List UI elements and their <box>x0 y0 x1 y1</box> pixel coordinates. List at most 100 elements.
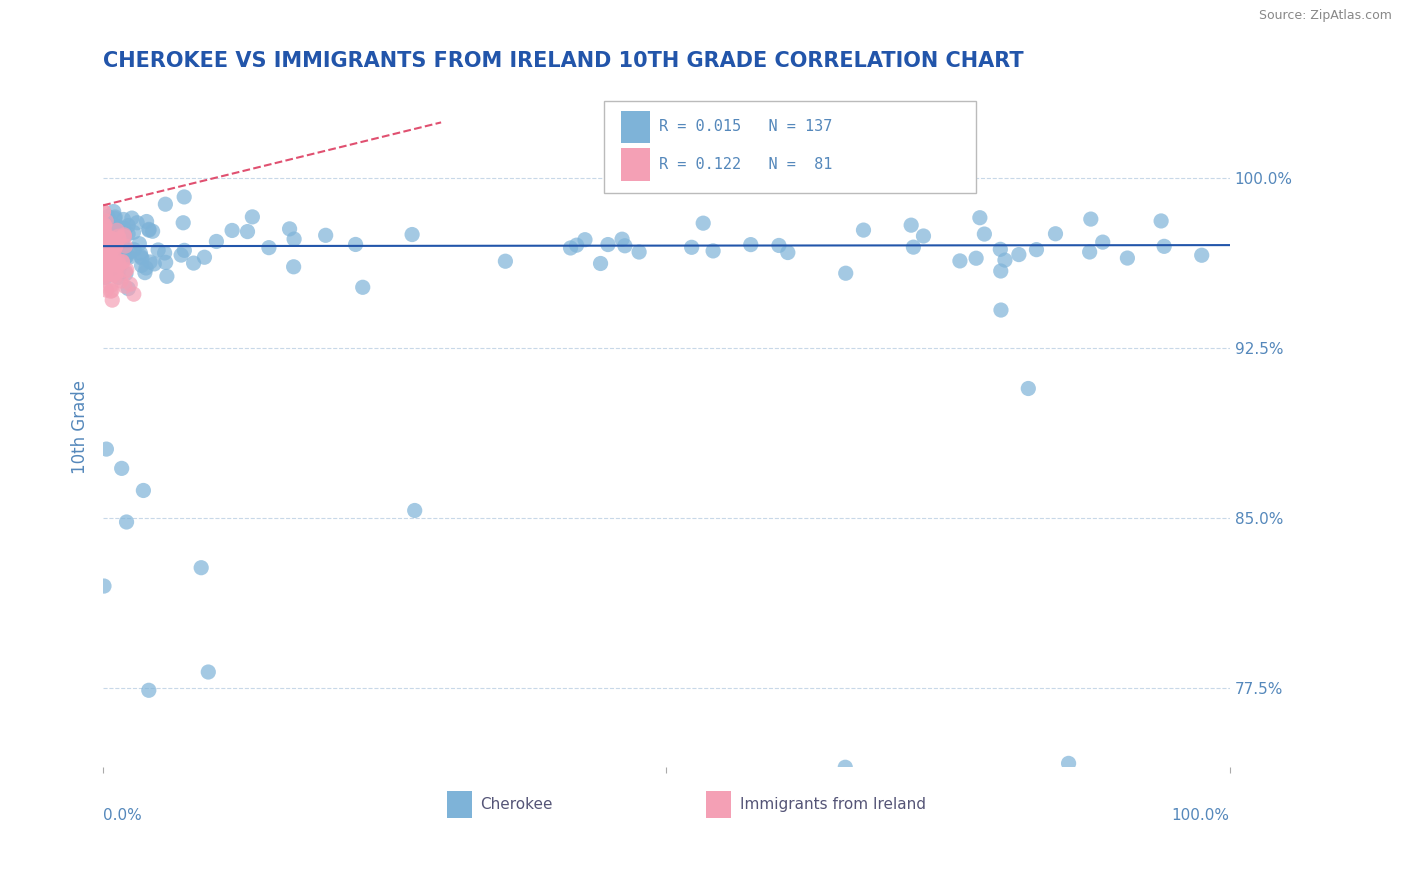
Point <box>101 256 124 270</box>
Point <box>93 241 115 255</box>
Point <box>129 246 152 260</box>
Point <box>183 256 205 270</box>
Point <box>104 211 127 226</box>
Point <box>131 259 153 273</box>
Point <box>835 266 858 280</box>
Point <box>105 238 128 252</box>
Point <box>104 227 127 241</box>
Point <box>112 221 135 235</box>
Point <box>100 278 122 293</box>
Point <box>97 244 120 258</box>
FancyBboxPatch shape <box>706 791 731 818</box>
Point <box>768 238 790 252</box>
Point <box>107 270 129 285</box>
FancyBboxPatch shape <box>447 791 471 818</box>
Point <box>120 277 142 292</box>
Point <box>96 260 118 274</box>
Point <box>994 253 1017 268</box>
Point <box>142 224 165 238</box>
Point <box>969 211 991 225</box>
Point <box>681 240 703 254</box>
Text: Immigrants from Ireland: Immigrants from Ireland <box>740 797 925 812</box>
Point <box>93 241 115 255</box>
Point <box>94 230 117 244</box>
Point <box>112 212 135 227</box>
Point <box>98 252 121 266</box>
Point <box>117 282 139 296</box>
Point <box>401 227 423 242</box>
Point <box>111 255 134 269</box>
Point <box>94 227 117 241</box>
Point <box>96 283 118 297</box>
Point <box>110 274 132 288</box>
Point <box>139 255 162 269</box>
Point <box>900 218 922 232</box>
Point <box>105 266 128 280</box>
Point <box>107 228 129 243</box>
Point <box>94 230 117 244</box>
Point <box>172 216 194 230</box>
Point <box>197 665 219 679</box>
Point <box>613 239 636 253</box>
Point <box>1091 235 1114 249</box>
Point <box>132 483 155 498</box>
Text: R = 0.122   N =  81: R = 0.122 N = 81 <box>658 157 832 172</box>
Point <box>1191 248 1213 262</box>
Point <box>127 216 149 230</box>
Point <box>236 225 259 239</box>
Point <box>122 243 145 257</box>
Point <box>93 235 115 250</box>
Point <box>692 216 714 230</box>
Point <box>100 237 122 252</box>
Point <box>96 244 118 258</box>
Point <box>97 238 120 252</box>
FancyBboxPatch shape <box>605 101 976 193</box>
Point <box>101 232 124 246</box>
Point <box>1008 247 1031 261</box>
Point <box>111 254 134 268</box>
Point <box>973 227 995 241</box>
Point <box>94 235 117 250</box>
Point <box>94 243 117 257</box>
Text: Cherokee: Cherokee <box>481 797 553 812</box>
Point <box>97 264 120 278</box>
Point <box>96 244 118 259</box>
Text: R = 0.015   N = 137: R = 0.015 N = 137 <box>658 120 832 135</box>
Point <box>107 229 129 244</box>
Text: Source: ZipAtlas.com: Source: ZipAtlas.com <box>1258 9 1392 22</box>
Point <box>114 227 136 242</box>
Point <box>91 256 114 270</box>
Point <box>105 234 128 248</box>
Point <box>352 280 374 294</box>
Point <box>108 258 131 272</box>
Point <box>1057 756 1080 771</box>
Point <box>103 261 125 276</box>
Point <box>134 266 156 280</box>
Point <box>153 246 176 260</box>
Point <box>903 240 925 254</box>
Point <box>93 204 115 219</box>
Point <box>128 236 150 251</box>
Point <box>565 238 588 252</box>
Point <box>988 243 1011 257</box>
Point <box>93 250 115 264</box>
Point <box>114 251 136 265</box>
Point <box>1078 245 1101 260</box>
Point <box>138 222 160 236</box>
Point <box>104 240 127 254</box>
Point <box>114 239 136 253</box>
Point <box>97 210 120 224</box>
Point <box>115 249 138 263</box>
Point <box>108 232 131 246</box>
Point <box>103 204 125 219</box>
Point <box>702 244 724 258</box>
Point <box>912 229 935 244</box>
Point <box>98 239 121 253</box>
Point <box>93 218 115 232</box>
Point <box>104 219 127 233</box>
Point <box>117 219 139 233</box>
Point <box>404 503 426 517</box>
Point <box>1025 243 1047 257</box>
Point <box>574 233 596 247</box>
Point <box>949 254 972 268</box>
